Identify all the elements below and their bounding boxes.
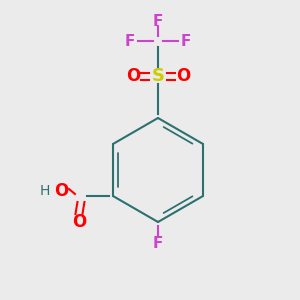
Text: O: O — [176, 67, 190, 85]
Text: O: O — [54, 182, 68, 200]
Text: F: F — [125, 34, 135, 49]
Text: O: O — [72, 213, 86, 231]
Text: S: S — [152, 67, 164, 85]
Text: F: F — [153, 14, 163, 28]
Text: F: F — [153, 236, 163, 251]
Text: F: F — [181, 34, 191, 49]
Text: H: H — [40, 184, 50, 198]
Text: O: O — [126, 67, 140, 85]
